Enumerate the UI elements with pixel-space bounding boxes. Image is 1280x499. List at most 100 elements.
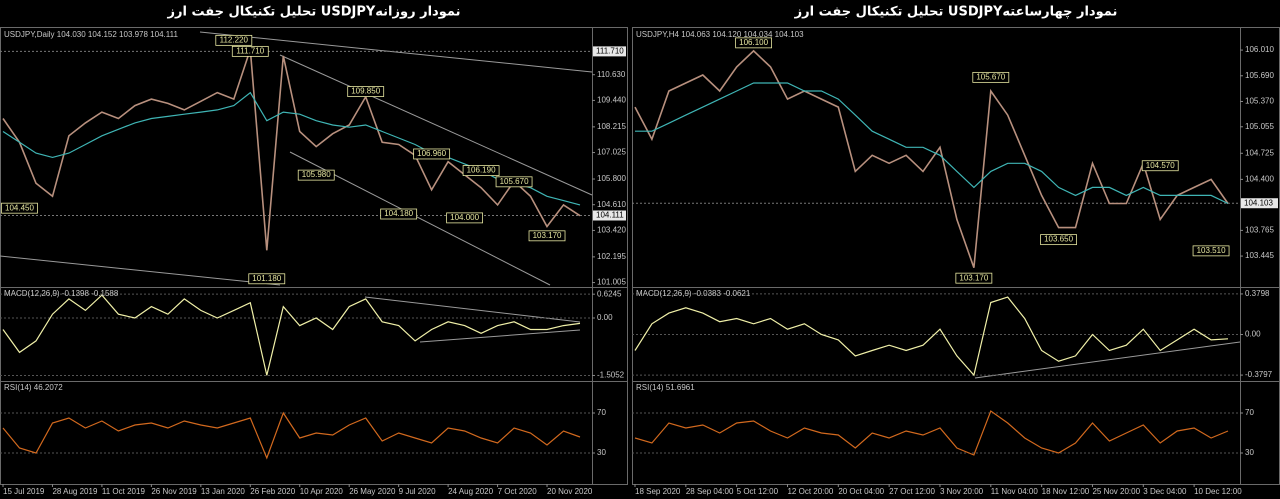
- annotation-box: [528, 230, 566, 242]
- annotation-label: 111.710: [236, 46, 264, 55]
- y-tick-label: 70: [1245, 408, 1254, 417]
- pane-title: USDJPY,Daily 104.030 104.152 103.978 104…: [4, 30, 178, 39]
- y-tick-label: -0.3797: [1245, 370, 1273, 379]
- pane-title: RSI(14) 46.2072: [4, 383, 63, 392]
- y-tick-label: 0.3798: [1245, 289, 1270, 298]
- x-tick-label: 13 Jan 2020: [201, 487, 246, 496]
- annotation-box: [1141, 160, 1179, 172]
- price-level-label: 111.710: [596, 46, 624, 55]
- x-tick-label: 11 Nov 04:00: [991, 487, 1039, 496]
- annotation-label: 106.960: [417, 149, 446, 158]
- x-tick-label: 25 Nov 20:00: [1092, 487, 1140, 496]
- y-tick-label: 101.005: [597, 278, 626, 287]
- x-tick-label: 24 Aug 2020: [448, 487, 493, 496]
- trendline: [279, 54, 593, 196]
- price-level-label: 104.103: [1244, 198, 1273, 207]
- y-tick-label: 0.00: [1245, 330, 1261, 339]
- annotation-label: 104.000: [450, 213, 479, 222]
- annotation-box: [297, 169, 335, 181]
- annotation-box: [215, 34, 253, 46]
- panel-heading: تحلیل تکنیکال جفت ارز USDJPYنمودار روزان…: [167, 5, 461, 20]
- y-tick-label: 110.630: [597, 70, 626, 79]
- frames: [0, 27, 1280, 485]
- annotation-label: 109.850: [351, 87, 380, 96]
- y-tick-label: 105.370: [1245, 97, 1274, 106]
- x-tick-label: 12 Oct 20:00: [787, 487, 833, 496]
- price-level-label: 104.111: [596, 211, 624, 220]
- pane-title: RSI(14) 51.6961: [636, 383, 695, 392]
- y-tick-label: 105.055: [1245, 122, 1274, 131]
- y-tick-label: 104.610: [597, 200, 626, 209]
- x-tick-label: 20 Nov 2020: [547, 487, 593, 496]
- panel-heading: تحلیل تکنیکال جفت ارز USDJPYنمودار چهارس…: [794, 5, 1118, 20]
- y-tick-label: 103.420: [597, 226, 626, 235]
- annotation-box: [380, 208, 418, 220]
- y-tick-label: 108.215: [597, 122, 626, 131]
- annotation-box: [735, 37, 772, 49]
- annotation-label: 112.220: [220, 35, 249, 44]
- series-line: [634, 296, 1229, 377]
- x-tick-label: 3 Dec 04:00: [1143, 487, 1187, 496]
- trendline: [0, 255, 281, 286]
- annotation-box: [955, 272, 993, 284]
- y-tick-label: 0.00: [597, 313, 613, 322]
- annotation-box: [462, 165, 500, 176]
- y-tick-label: 102.195: [597, 252, 626, 261]
- y-tick-label: 105.690: [1245, 71, 1274, 80]
- y-tick-label: 0.6245: [597, 289, 622, 298]
- x-tick-label: 10 Dec 12:00: [1194, 487, 1242, 496]
- y-tick-label: 30: [1245, 448, 1254, 457]
- y-tick-label: 30: [597, 448, 606, 457]
- series-line: [634, 410, 1229, 456]
- annotation-label: 106.190: [467, 166, 496, 175]
- series-line: [2, 294, 581, 376]
- y-tick-label: 104.400: [1245, 174, 1274, 183]
- annotation-label: 105.980: [302, 170, 331, 179]
- x-tick-label: 3 Nov 20:00: [940, 487, 984, 496]
- x-tick-label: 11 Oct 2019: [102, 487, 146, 496]
- trendline: [419, 329, 581, 343]
- price-level-box: [593, 46, 626, 57]
- annotation-box: [347, 86, 385, 97]
- series-line: [634, 49, 1229, 268]
- annotation-label: 103.510: [1197, 246, 1226, 255]
- x-tick-label: 5 Oct 12:00: [737, 487, 779, 496]
- x-tick-label: 26 Nov 2019: [151, 487, 197, 496]
- annotation-label: 103.650: [1044, 235, 1073, 244]
- y-tick-label: 105.800: [597, 174, 626, 183]
- x-tick-label: 20 Oct 04:00: [838, 487, 884, 496]
- y-tick-label: 107.025: [597, 148, 626, 157]
- series-line: [635, 82, 1229, 205]
- annotation-box: [1192, 245, 1230, 257]
- annotation-label: 103.170: [533, 231, 562, 240]
- annotation-label: 104.180: [384, 209, 413, 218]
- series-line: [2, 49, 581, 251]
- annotation-label: 103.170: [959, 273, 988, 282]
- x-tick-label: 26 May 2020: [349, 487, 396, 496]
- annotation-box: [446, 212, 484, 224]
- x-tick-label: 9 Jul 2020: [399, 487, 436, 496]
- x-tick-label: 10 Apr 2020: [300, 487, 344, 496]
- y-tick-label: 106.010: [1245, 45, 1274, 54]
- pane-title: MACD(12,26,9) -0.1398 -0.1588: [4, 289, 119, 298]
- annotation-label: 101.180: [252, 274, 281, 283]
- annotation-label: 104.570: [1146, 161, 1175, 170]
- pane-title: USDJPY,H4 104.063 104.120 104.034 104.10…: [636, 30, 804, 39]
- x-tick-label: 27 Oct 12:00: [889, 487, 935, 496]
- x-tick-label: 28 Sep 04:00: [686, 487, 734, 496]
- annotation-box: [1040, 234, 1077, 246]
- annotation-label: 105.670: [976, 72, 1005, 81]
- annotation-label: 105.670: [500, 177, 529, 186]
- y-tick-label: 70: [597, 408, 606, 417]
- x-tick-label: 15 Jul 2019: [3, 487, 45, 496]
- price-level-box: [1241, 198, 1278, 209]
- y-tick-label: 109.440: [597, 96, 626, 105]
- price-level-box: [593, 210, 626, 221]
- annotation-label: 106.100: [739, 38, 768, 47]
- pane-title: MACD(12,26,9) -0.0383 -0.0621: [636, 289, 751, 298]
- y-tick-label: -1.5052: [597, 371, 625, 380]
- annotation-box: [413, 148, 451, 160]
- x-tick-label: 26 Feb 2020: [250, 487, 295, 496]
